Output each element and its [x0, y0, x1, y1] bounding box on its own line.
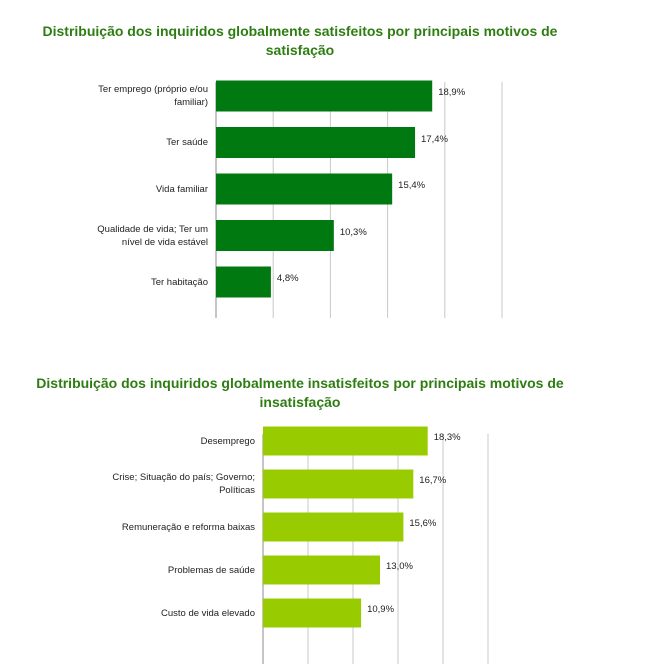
category-label: Desemprego: [200, 435, 255, 447]
data-label: 13,0%: [386, 561, 413, 572]
bar: [263, 555, 380, 585]
data-label: 18,3%: [433, 432, 461, 443]
data-label: 16,7%: [419, 475, 447, 486]
bar: [216, 173, 393, 205]
bar: [263, 426, 428, 456]
data-label: 10,9%: [367, 604, 395, 615]
data-label: 18,9%: [438, 87, 466, 98]
data-label: 15,6%: [409, 518, 437, 529]
bar: [216, 80, 433, 112]
bar: [216, 266, 271, 298]
satisfaction-chart: Distribuição dos inquiridos globalmente …: [0, 0, 671, 330]
category-label: Qualidade de vida; Ter um nível de vida …: [97, 223, 208, 248]
bar: [216, 127, 416, 158]
bar: [263, 469, 414, 499]
category-label: Crise; Situação do país; Governo; Políti…: [112, 472, 255, 496]
category-label: Vida familiar: [155, 183, 208, 195]
chart-title: Distribuição dos inquiridos globalmente …: [36, 375, 564, 410]
data-label: 4,8%: [276, 273, 299, 284]
satisfaction-plot: [215, 80, 503, 318]
bar: [263, 598, 362, 628]
chart-title: Distribuição dos inquiridos globalmente …: [42, 23, 558, 58]
category-label: Problemas de saúde: [167, 564, 255, 576]
category-label: Remuneração e reforma baixas: [121, 521, 255, 533]
category-label: Ter saúde: [166, 137, 208, 148]
category-label: Ter emprego (próprio e/ou familiar): [98, 84, 208, 108]
data-label: 10,3%: [339, 226, 367, 238]
bar: [216, 220, 334, 251]
dissatisfaction-plot: [262, 426, 489, 664]
category-label: Custo de vida elevado: [160, 607, 255, 619]
category-label: Ter habitação: [150, 276, 208, 288]
data-label: 15,4%: [398, 180, 426, 191]
dissatisfaction-chart: Distribuição dos inquiridos globalmente …: [0, 345, 671, 664]
data-label: 17,4%: [421, 133, 448, 145]
bar: [263, 512, 404, 542]
